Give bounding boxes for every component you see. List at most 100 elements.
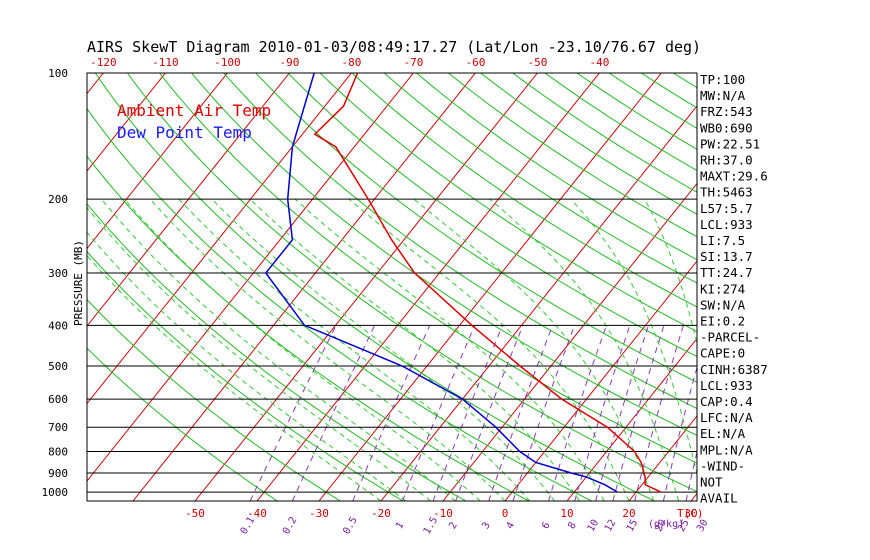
- mixing-ratio-line: [662, 365, 697, 501]
- pressure-tick-label: 400: [48, 319, 68, 332]
- stat-item: MPL:N/A: [700, 442, 753, 457]
- stat-item: CAP:0.4: [700, 394, 753, 409]
- stat-item: MW:N/A: [700, 88, 746, 103]
- top-temp-tick-label: -70: [403, 56, 423, 69]
- moist-adiabat: [87, 231, 407, 501]
- top-temp-tick-label: -90: [279, 56, 299, 69]
- isotherm: [194, 73, 538, 501]
- mixing-ratio-label: 2: [447, 520, 460, 531]
- stat-item: LCL:933: [700, 378, 753, 393]
- mixing-ratio-label: 8: [566, 520, 579, 531]
- dry-adiabat: [512, 73, 697, 193]
- stat-item: TH:5463: [700, 185, 753, 200]
- stat-item: TP:100: [700, 72, 745, 87]
- bottom-temp-tick-label: 10: [560, 507, 573, 520]
- dry-adiabat: [87, 250, 404, 501]
- dry-adiabat: [480, 73, 697, 215]
- dry-adiabat: [255, 73, 697, 383]
- bottom-temp-tick-label: 30: [684, 507, 697, 520]
- stat-item: FRZ:543: [700, 104, 753, 119]
- dry-adiabat: [351, 73, 697, 308]
- moist-adiabat: [101, 198, 456, 501]
- dry-adiabat: [287, 73, 697, 358]
- mixing-ratio-label: 6: [540, 520, 553, 531]
- isotherm: [256, 73, 600, 501]
- pressure-tick-label: 700: [48, 421, 68, 434]
- dry-adiabat: [87, 107, 592, 501]
- dry-adiabat: [383, 73, 697, 284]
- bottom-temp-tick-label: -20: [371, 507, 391, 520]
- isotherm: [87, 73, 414, 482]
- bottom-temp-tick-label: -30: [309, 507, 329, 520]
- stat-item: NOT: [700, 475, 723, 490]
- mixing-ratio-unit: (g/kg): [648, 519, 684, 530]
- stat-item: PW:22.51: [700, 136, 760, 151]
- pressure-tick-label: 200: [48, 193, 68, 206]
- mixing-ratio-label: 12: [603, 518, 619, 534]
- stat-item: TT:24.7: [700, 265, 753, 280]
- dry-adiabat: [94, 73, 655, 501]
- mixing-ratio-line: [612, 325, 665, 501]
- mixing-ratio-line: [488, 325, 554, 501]
- dry-adiabat: [126, 73, 697, 493]
- top-temp-tick-label: -110: [152, 56, 179, 69]
- dry-adiabat: [319, 73, 697, 333]
- mixing-ratio-line: [512, 325, 575, 501]
- mixing-ratio-label: 4: [505, 520, 518, 531]
- pressure-tick-label: 500: [48, 360, 68, 373]
- moist-adiabat: [294, 198, 605, 501]
- top-temp-tick-label: -40: [589, 56, 609, 69]
- chart-title: AIRS SkewT Diagram 2010-01-03/08:49:17.2…: [87, 38, 701, 56]
- mixing-ratio-line: [548, 325, 607, 501]
- bottom-temp-tick-label: -10: [433, 507, 453, 520]
- dry-adiabat: [802, 73, 870, 501]
- isotherm: [504, 260, 697, 501]
- stat-item: L57:5.7: [700, 201, 753, 216]
- stat-item: LCL:933: [700, 217, 753, 232]
- bottom-temp-tick-label: -40: [247, 507, 267, 520]
- mixing-ratio-line: [595, 325, 649, 501]
- y-axis-label: PRESSURE (MB): [72, 240, 85, 326]
- stat-item: LFC:N/A: [700, 410, 753, 425]
- dry-adiabat: [416, 73, 697, 261]
- stat-item: -PARCEL-: [700, 330, 760, 345]
- mixing-ratio-label: 3: [480, 520, 493, 531]
- mixing-ratio-line: [401, 325, 476, 501]
- plot-frame: [86, 72, 698, 502]
- bottom-temp-tick-label: 0: [502, 507, 509, 520]
- isotherm: [87, 73, 228, 250]
- profiles: [264, 73, 662, 493]
- dry-adiabat: [159, 73, 697, 464]
- moist-adiabat: [644, 198, 697, 346]
- stat-item: CAPE:0: [700, 346, 745, 361]
- mixing-ratio-line: [574, 325, 631, 501]
- stat-item: KI:274: [700, 281, 745, 296]
- isotherm: [87, 73, 352, 405]
- mixing-ratio-label: 1: [394, 520, 407, 531]
- legend: Ambient Air Temp Dew Point Temp: [117, 101, 271, 142]
- moist-adiabat: [149, 198, 506, 501]
- moist-adiabat: [87, 254, 382, 501]
- temperature-profile: [313, 73, 662, 493]
- moist-adiabat: [124, 198, 481, 501]
- isotherm: [566, 337, 697, 501]
- mixing-ratio-line: [291, 325, 376, 501]
- stat-item: SW:N/A: [700, 297, 746, 312]
- mixing-ratio-label: 30: [695, 518, 711, 534]
- mixing-ratio-label: 10: [586, 518, 602, 534]
- dry-adiabat: [87, 155, 530, 501]
- dry-adiabat: [770, 73, 870, 501]
- dry-adiabat: [448, 73, 697, 238]
- top-temp-tick-label: -120: [90, 56, 117, 69]
- isotherm: [87, 73, 166, 172]
- stat-item: LI:7.5: [700, 233, 745, 248]
- top-temp-tick-label: -80: [341, 56, 361, 69]
- pressure-tick-label: 100: [48, 67, 68, 80]
- mixing-ratio-label: 20: [653, 518, 669, 534]
- moist-adiabat: [178, 198, 531, 501]
- pressure-tick-label: 300: [48, 267, 68, 280]
- top-temp-tick-label: -50: [527, 56, 547, 69]
- background-lines: [87, 73, 870, 501]
